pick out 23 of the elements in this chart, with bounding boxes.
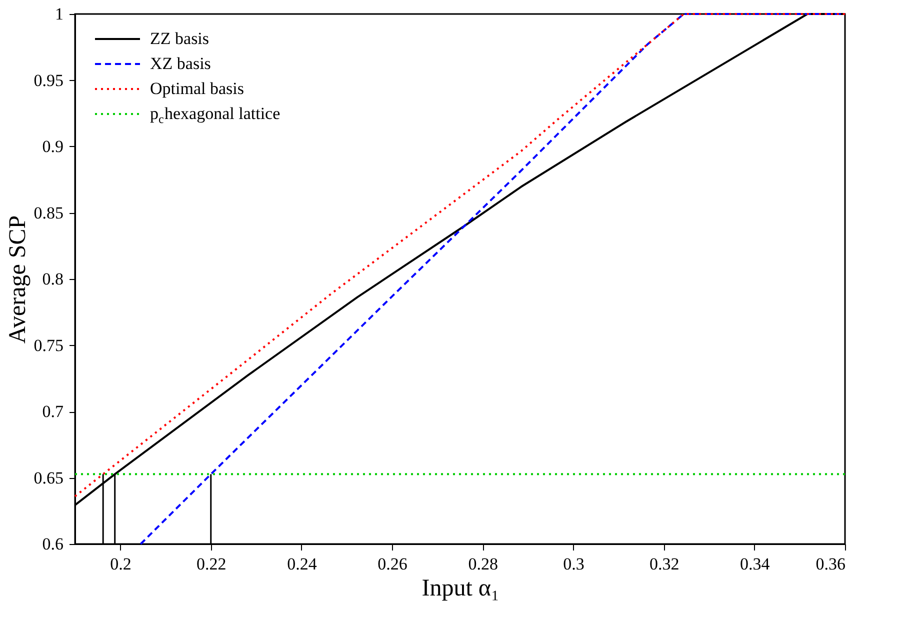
y-tick-label: 0.85 [34,203,64,222]
x-axis-title: Input α₁ [422,576,500,602]
x-tick-label: 0.34 [740,554,770,574]
y-tick-label: 0.95 [34,70,64,90]
legend-label: XZ basis [150,54,211,73]
y-tick-label: 1 [55,4,64,24]
y-tick-label: 0.8 [42,270,64,288]
y-tick-label: 0.65 [34,468,64,488]
x-tick-label: 0.28 [468,554,498,574]
legend-label: ZZ basis [150,29,210,48]
x-tick-label: 0.32 [649,554,680,574]
y-tick-label: 0.9 [42,137,64,156]
x-tick-label: 0.26 [378,554,408,574]
x-tick-label: 0.22 [196,554,226,574]
y-tick-label: 0.6 [42,534,64,554]
x-tick-label: 0.24 [287,554,318,574]
y-tick-label: 0.75 [34,336,64,355]
x-tick-label: 0.36 [816,554,846,574]
y-axis-title: Average SCP [4,215,31,344]
x-tick-label: 0.2 [110,554,132,574]
legend-label: Optimal basis [150,79,244,98]
y-tick-label: 0.7 [42,402,64,421]
x-tick-label: 0.3 [563,554,584,574]
